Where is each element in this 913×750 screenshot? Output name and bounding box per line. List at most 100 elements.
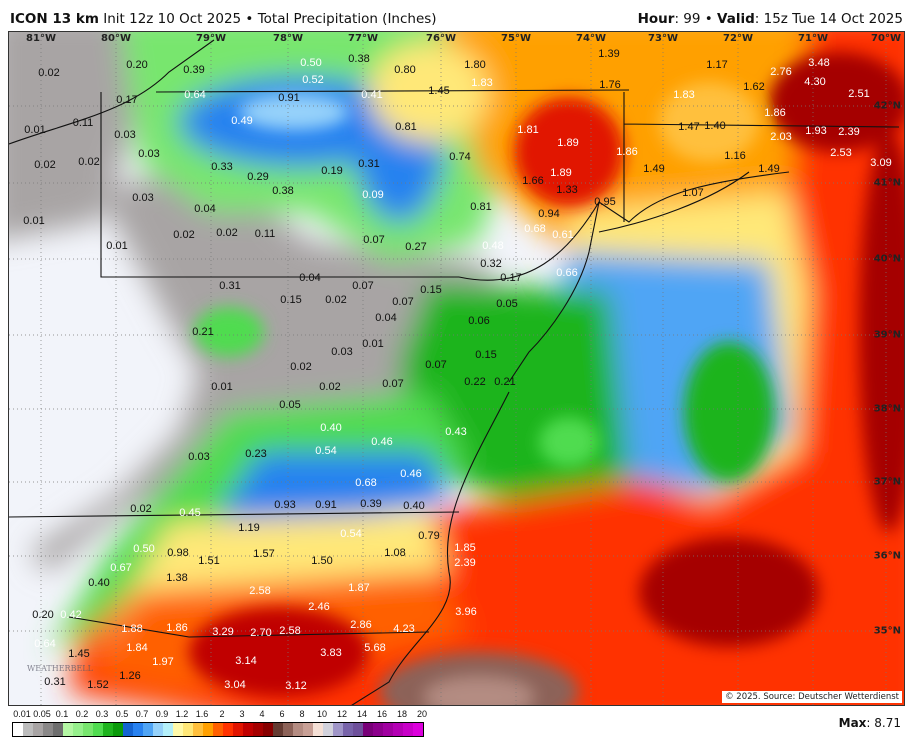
colorbar-swatch [103,723,113,736]
precip-value-label: 0.09 [362,189,384,201]
graticule [9,32,904,705]
longitude-label: 75°W [501,33,531,44]
colorbar-swatch [43,723,53,736]
colorbar-swatch [123,723,133,736]
precip-value-label: 3.96 [455,606,477,618]
precip-value-label: 1.40 [704,120,726,132]
longitude-label: 72°W [723,33,753,44]
precip-value-label: 3.48 [808,57,830,69]
precip-value-label: 1.07 [682,187,704,199]
precip-value-label: 1.47 [678,121,700,133]
colorbar-swatch [383,723,393,736]
colorbar-swatch [323,723,333,736]
precip-value-label: 1.45 [428,85,450,97]
colorbar-swatch [313,723,323,736]
precip-value-label: 0.11 [254,228,276,240]
colorbar-swatch [33,723,43,736]
longitude-label: 71°W [798,33,828,44]
precip-value-label: 0.95 [594,196,616,208]
source-credit: © 2025. Source: Deutscher Wetterdienst [722,691,902,703]
latitude-label: 37°N [873,476,901,488]
colorbar-swatch [283,723,293,736]
precip-value-label: 0.29 [247,171,269,183]
precip-value-label: 0.68 [355,477,377,489]
colorbar-tick-label: 8 [299,709,305,719]
precip-value-label: 0.38 [348,53,370,65]
precip-value-label: 0.01 [211,381,233,393]
precip-value-label: 0.67 [110,562,132,574]
precip-value-label: 0.46 [371,436,393,448]
max-value: Max: 8.71 [838,716,901,730]
colorbar-tick-label: 4 [259,709,265,719]
latitude-label: 41°N [873,177,901,189]
precip-value-label: 0.03 [114,129,136,141]
precip-value-label: 0.33 [211,161,233,173]
precip-value-label: 0.61 [552,229,574,241]
colorbar-tick-label: 0.5 [115,709,129,719]
precip-value-label: 1.93 [805,125,827,137]
colorbar-tick-label: 1.6 [195,709,209,719]
precip-value-label: 0.02 [290,361,312,373]
colorbar-swatch [183,723,193,736]
precip-value-label: 0.15 [475,349,497,361]
latitude-label: 39°N [873,329,901,341]
latitude-label: 42°N [873,100,901,112]
init-time: Init 12z 10 Oct 2025 [103,11,242,27]
colorbar-swatch [343,723,353,736]
precip-value-label: 0.19 [321,165,343,177]
precip-value-label: 0.01 [362,338,384,350]
precip-value-label: 0.31 [44,676,66,688]
precip-value-label: 0.54 [340,528,362,540]
colorbar-tick-label: 0.01 [13,709,31,719]
precip-value-label: 0.15 [280,294,302,306]
precip-value-label: 1.97 [152,656,174,668]
precip-value-label: 1.38 [166,572,188,584]
colorbar-tick-label: 0.05 [33,709,51,719]
colorbar-swatch [143,723,153,736]
precip-value-label: 0.11 [72,117,94,129]
colorbar-swatch [193,723,203,736]
precip-value-label: 0.81 [470,201,492,213]
colorbar-swatch [83,723,93,736]
precip-value-label: 0.49 [231,115,253,127]
precip-value-label: 0.05 [496,298,518,310]
precip-value-label: 0.17 [116,94,138,106]
precip-value-label: 2.03 [770,131,792,143]
colorbar-swatch [213,723,223,736]
precip-value-label: 0.91 [315,499,337,511]
precip-value-label: 0.07 [425,359,447,371]
longitude-label: 80°W [101,33,131,44]
precip-value-label: 0.07 [392,296,414,308]
map-title: ICON 13 km Init 12z 10 Oct 2025 • Total … [10,11,437,27]
colorbar-swatch [63,723,73,736]
colorbar-tick-label: 0.9 [155,709,169,719]
state-borders [9,39,900,705]
precip-value-label: 0.02 [216,227,238,239]
precip-value-label: 0.39 [360,498,382,510]
colorbar-tick-label: 18 [396,709,408,719]
precip-value-label: 0.94 [538,208,560,220]
precip-value-label: 0.15 [420,284,442,296]
latitude-label: 38°N [873,403,901,415]
colorbar-swatch [23,723,33,736]
precip-value-label: 0.38 [272,185,294,197]
colorbar-swatch [233,723,243,736]
precip-value-label: 0.02 [319,381,341,393]
colorbar-swatch [203,723,213,736]
precip-field [9,32,904,705]
precip-value-label: 0.02 [130,503,152,515]
precip-value-label: 0.54 [315,445,337,457]
colorbar-swatch [73,723,83,736]
longitude-label: 74°W [576,33,606,44]
precip-value-label: 3.12 [285,680,307,692]
precip-value-label: 1.45 [68,648,90,660]
precip-value-label: 2.58 [279,625,301,637]
precip-value-label: 0.02 [78,156,100,168]
colorbar-tick-label: 12 [336,709,348,719]
precip-value-label: 0.21 [192,326,214,338]
colorbar-swatch [413,723,423,736]
precip-value-label: 4.23 [393,623,415,635]
precip-value-label: 0.17 [500,272,522,284]
precip-value-label: 0.01 [106,240,128,252]
precip-value-label: 0.93 [274,499,296,511]
